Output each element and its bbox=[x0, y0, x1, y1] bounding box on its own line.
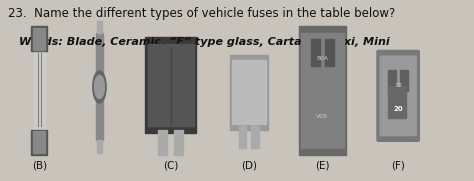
Text: 20: 20 bbox=[393, 106, 403, 112]
Bar bbox=[96, 33, 103, 140]
Ellipse shape bbox=[95, 75, 104, 98]
Bar bbox=[97, 21, 102, 33]
Bar bbox=[388, 86, 406, 118]
Text: (E): (E) bbox=[315, 161, 329, 171]
Bar bbox=[311, 39, 320, 66]
Bar bbox=[232, 60, 265, 124]
Bar bbox=[400, 70, 408, 91]
Ellipse shape bbox=[93, 71, 106, 103]
Bar bbox=[34, 51, 45, 130]
Text: 80A: 80A bbox=[316, 56, 328, 61]
Bar bbox=[388, 70, 396, 91]
Text: (D): (D) bbox=[241, 161, 257, 171]
FancyBboxPatch shape bbox=[380, 56, 416, 136]
Text: (C): (C) bbox=[163, 161, 179, 171]
Bar bbox=[325, 39, 334, 66]
Bar bbox=[301, 33, 344, 148]
Text: 23.  Name the different types of vehicle fuses in the table below?: 23. Name the different types of vehicle … bbox=[8, 7, 395, 20]
Text: (F): (F) bbox=[391, 161, 405, 171]
Bar bbox=[34, 131, 45, 153]
Bar bbox=[252, 126, 259, 148]
Bar bbox=[174, 130, 183, 155]
Bar bbox=[31, 130, 47, 155]
Text: Words: Blade, Ceramic, “F” type glass, Cartage, Maxi, Mini: Words: Blade, Ceramic, “F” type glass, C… bbox=[19, 37, 390, 47]
Bar bbox=[239, 126, 246, 148]
Bar bbox=[31, 26, 47, 51]
Bar bbox=[230, 55, 268, 130]
Text: V05: V05 bbox=[316, 114, 328, 119]
FancyBboxPatch shape bbox=[377, 50, 419, 141]
Text: 02: 02 bbox=[396, 83, 402, 88]
Bar bbox=[158, 130, 167, 155]
Bar bbox=[148, 44, 194, 126]
Bar bbox=[145, 37, 196, 133]
Bar bbox=[97, 140, 102, 153]
Bar bbox=[34, 28, 45, 50]
Bar bbox=[299, 26, 346, 155]
Text: (B): (B) bbox=[32, 161, 47, 171]
